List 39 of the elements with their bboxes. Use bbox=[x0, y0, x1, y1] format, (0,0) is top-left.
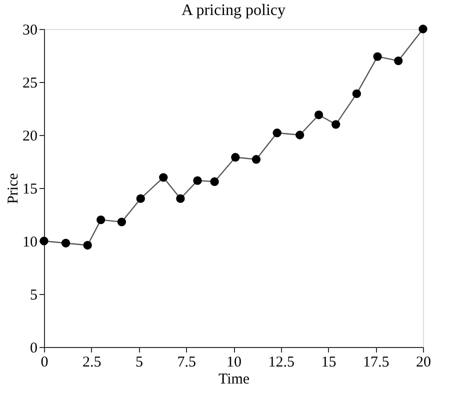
x-tick-label: 20 bbox=[416, 354, 431, 370]
x-tick-label: 2.5 bbox=[82, 354, 102, 370]
point bbox=[96, 215, 106, 224]
point bbox=[117, 218, 126, 226]
y-axis-title: Price bbox=[6, 172, 22, 204]
point bbox=[159, 173, 168, 182]
x-tick-label: 15 bbox=[321, 354, 336, 370]
point bbox=[176, 194, 185, 203]
point bbox=[61, 238, 70, 248]
point bbox=[332, 120, 340, 129]
y-tick-label: 0 bbox=[30, 340, 38, 356]
y-tick-label: 20 bbox=[22, 128, 38, 144]
point bbox=[295, 130, 304, 140]
x-tick-label: 17.5 bbox=[363, 354, 390, 370]
point bbox=[136, 194, 145, 203]
point bbox=[314, 110, 324, 120]
point bbox=[231, 152, 240, 162]
point bbox=[418, 24, 428, 34]
x-tick-label: 0 bbox=[40, 354, 48, 370]
point bbox=[210, 177, 219, 186]
point bbox=[352, 89, 362, 98]
y-tick-label: 15 bbox=[22, 182, 38, 198]
point bbox=[373, 52, 382, 61]
y-tick-label: 25 bbox=[22, 76, 38, 92]
point bbox=[252, 155, 261, 164]
y-tick-label: 30 bbox=[22, 22, 38, 38]
chart-title: A pricing policy bbox=[182, 2, 286, 19]
y-tick-label: 5 bbox=[30, 288, 38, 304]
y-tick-label: 10 bbox=[22, 234, 38, 250]
x-tick-label: 7.5 bbox=[177, 354, 196, 370]
point bbox=[193, 176, 202, 185]
x-tick-label: 10 bbox=[226, 354, 242, 370]
point bbox=[40, 236, 48, 246]
point bbox=[394, 56, 403, 66]
x-tick-label: 5 bbox=[136, 354, 143, 370]
x-axis-title: Time bbox=[218, 372, 250, 388]
x-tick-label: 12.5 bbox=[268, 354, 294, 370]
point bbox=[272, 128, 282, 138]
point bbox=[83, 240, 92, 250]
